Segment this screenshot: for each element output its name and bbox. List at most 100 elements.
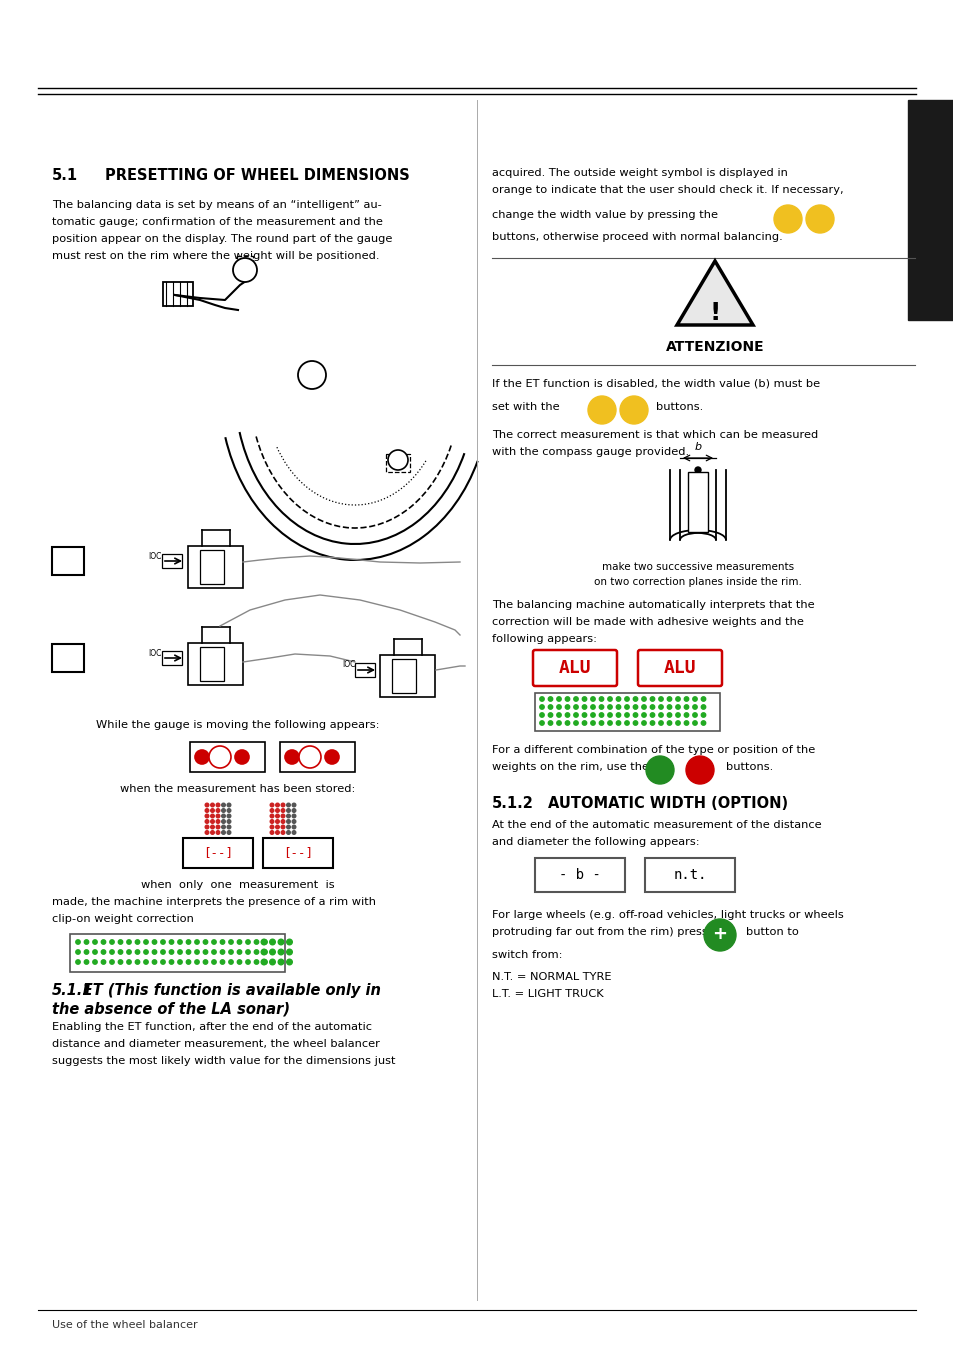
Circle shape bbox=[75, 960, 80, 964]
Circle shape bbox=[598, 713, 603, 717]
Circle shape bbox=[262, 960, 267, 964]
Circle shape bbox=[234, 751, 249, 764]
Text: switch from:: switch from: bbox=[492, 950, 562, 960]
Circle shape bbox=[110, 960, 114, 964]
Circle shape bbox=[287, 830, 290, 834]
Circle shape bbox=[203, 960, 208, 964]
Circle shape bbox=[221, 809, 225, 813]
Text: IOC: IOC bbox=[341, 660, 355, 670]
Circle shape bbox=[539, 713, 543, 717]
Circle shape bbox=[675, 705, 679, 709]
Text: and diameter the following appears:: and diameter the following appears: bbox=[492, 837, 699, 846]
Circle shape bbox=[237, 950, 241, 954]
Circle shape bbox=[194, 950, 199, 954]
Circle shape bbox=[292, 825, 295, 829]
Circle shape bbox=[641, 713, 645, 717]
Circle shape bbox=[692, 705, 697, 709]
Circle shape bbox=[616, 713, 620, 717]
Bar bbox=[386, 454, 410, 472]
Circle shape bbox=[92, 940, 97, 944]
Circle shape bbox=[92, 950, 97, 954]
Circle shape bbox=[211, 830, 214, 834]
Text: tomatic gauge; confi rmation of the measurement and the: tomatic gauge; confi rmation of the meas… bbox=[52, 217, 382, 227]
Circle shape bbox=[590, 697, 595, 701]
Text: 5.1.2: 5.1.2 bbox=[492, 796, 534, 811]
Circle shape bbox=[703, 919, 735, 950]
Circle shape bbox=[246, 960, 250, 964]
Text: For a different combination of the type or position of the: For a different combination of the type … bbox=[492, 745, 815, 755]
Circle shape bbox=[287, 960, 292, 965]
Circle shape bbox=[548, 721, 552, 725]
Circle shape bbox=[270, 940, 275, 945]
Circle shape bbox=[177, 960, 182, 964]
Circle shape bbox=[246, 950, 250, 954]
Circle shape bbox=[101, 960, 106, 964]
Bar bbox=[392, 659, 416, 693]
Bar bbox=[183, 838, 253, 868]
Circle shape bbox=[101, 940, 106, 944]
Circle shape bbox=[92, 960, 97, 964]
Circle shape bbox=[177, 940, 182, 944]
Circle shape bbox=[262, 950, 267, 954]
Circle shape bbox=[161, 940, 165, 944]
Text: buttons.: buttons. bbox=[656, 402, 702, 412]
Bar bbox=[162, 651, 182, 666]
Circle shape bbox=[565, 721, 569, 725]
Circle shape bbox=[101, 950, 106, 954]
Circle shape bbox=[75, 950, 80, 954]
Circle shape bbox=[287, 940, 292, 945]
Bar bbox=[70, 934, 285, 972]
Circle shape bbox=[211, 814, 214, 818]
Circle shape bbox=[692, 721, 697, 725]
Text: set with the: set with the bbox=[492, 402, 559, 412]
Circle shape bbox=[211, 825, 214, 829]
Circle shape bbox=[539, 705, 543, 709]
Bar bbox=[190, 743, 265, 772]
Circle shape bbox=[275, 803, 279, 807]
Circle shape bbox=[281, 803, 285, 807]
Circle shape bbox=[650, 697, 654, 701]
Circle shape bbox=[590, 713, 595, 717]
Text: Enabling the ET function, after the end of the automatic: Enabling the ET function, after the end … bbox=[52, 1022, 372, 1031]
Circle shape bbox=[573, 705, 578, 709]
Bar bbox=[263, 838, 333, 868]
Circle shape bbox=[624, 697, 629, 701]
Circle shape bbox=[275, 814, 279, 818]
Circle shape bbox=[152, 950, 156, 954]
Circle shape bbox=[590, 721, 595, 725]
Circle shape bbox=[557, 721, 560, 725]
Circle shape bbox=[624, 721, 629, 725]
Circle shape bbox=[297, 360, 326, 389]
Text: when  only  one  measurement  is: when only one measurement is bbox=[141, 880, 335, 890]
Text: with the compass gauge provided.: with the compass gauge provided. bbox=[492, 447, 688, 458]
Text: +: + bbox=[712, 925, 727, 944]
Circle shape bbox=[692, 697, 697, 701]
Text: on two correction planes inside the rim.: on two correction planes inside the rim. bbox=[594, 576, 801, 587]
Circle shape bbox=[700, 713, 705, 717]
Circle shape bbox=[619, 396, 647, 424]
Circle shape bbox=[211, 809, 214, 813]
Circle shape bbox=[237, 960, 241, 964]
Circle shape bbox=[205, 809, 209, 813]
Circle shape bbox=[205, 803, 209, 807]
Circle shape bbox=[659, 713, 662, 717]
Circle shape bbox=[287, 803, 290, 807]
Circle shape bbox=[262, 940, 267, 944]
Circle shape bbox=[633, 697, 637, 701]
Circle shape bbox=[270, 803, 274, 807]
Circle shape bbox=[220, 950, 225, 954]
Circle shape bbox=[220, 940, 225, 944]
Circle shape bbox=[261, 940, 267, 945]
Circle shape bbox=[270, 949, 275, 954]
Circle shape bbox=[246, 940, 250, 944]
Text: At the end of the automatic measurement of the distance: At the end of the automatic measurement … bbox=[492, 819, 821, 830]
Circle shape bbox=[221, 814, 225, 818]
Circle shape bbox=[270, 809, 274, 813]
Text: ET (This function is available only in: ET (This function is available only in bbox=[52, 983, 380, 998]
Circle shape bbox=[227, 803, 231, 807]
Circle shape bbox=[581, 721, 586, 725]
Circle shape bbox=[84, 940, 89, 944]
Circle shape bbox=[675, 721, 679, 725]
Bar bbox=[687, 472, 707, 532]
Circle shape bbox=[216, 819, 219, 823]
